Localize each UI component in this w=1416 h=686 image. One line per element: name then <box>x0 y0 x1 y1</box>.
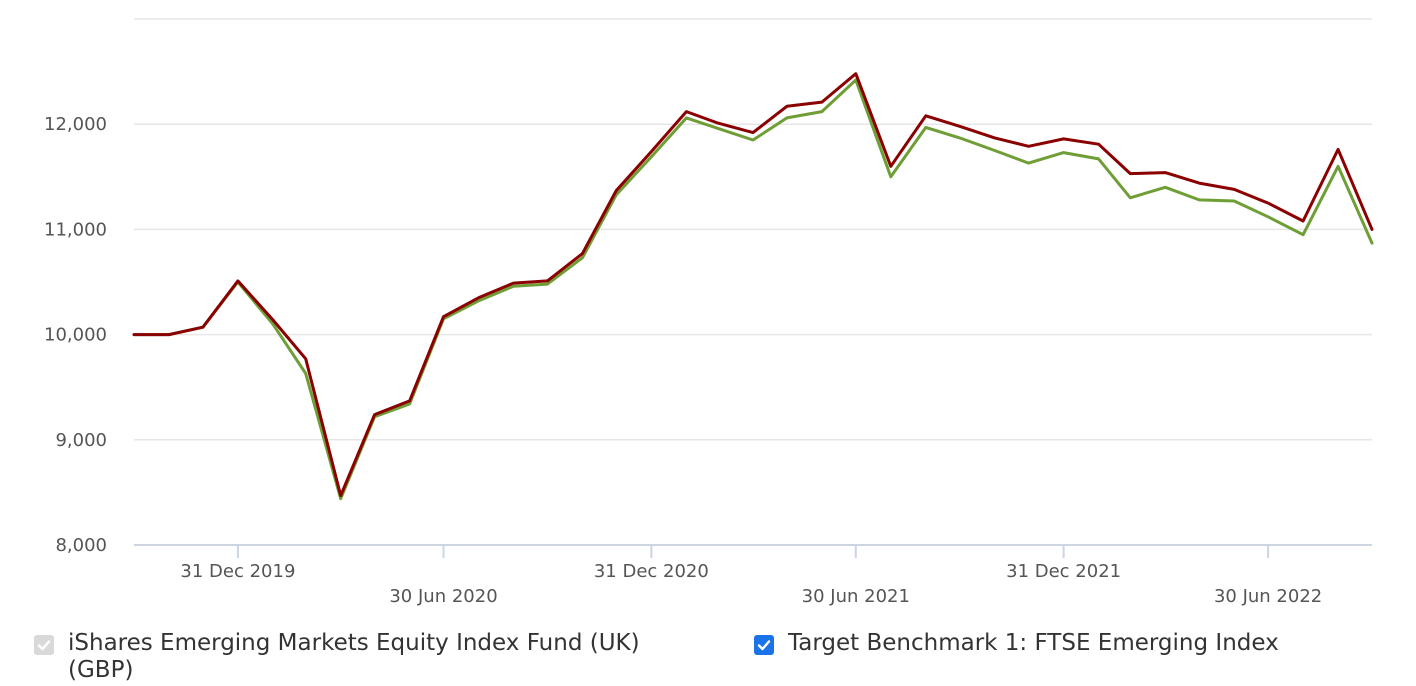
series-lines <box>132 72 1374 501</box>
legend-item-fund[interactable]: iShares Emerging Markets Equity Index Fu… <box>34 630 674 684</box>
fund-checkbox[interactable] <box>34 635 54 655</box>
x-tick-label: 30 Jun 2021 <box>802 586 910 607</box>
x-tick-label: 30 Jun 2022 <box>1214 586 1322 607</box>
x-tick-label: 31 Dec 2020 <box>594 561 709 582</box>
series-line-2 <box>132 78 1374 501</box>
y-tick-label: 9,000 <box>55 430 107 451</box>
legend: iShares Emerging Markets Equity Index Fu… <box>34 630 1394 686</box>
y-axis-labels: 8,000 9,000 10,000 11,000 12,000 <box>44 114 107 556</box>
x-tick-label: 31 Dec 2019 <box>180 561 295 582</box>
x-tick-label: 31 Dec 2021 <box>1006 561 1121 582</box>
benchmark-checkbox[interactable] <box>754 635 774 655</box>
y-tick-label: 12,000 <box>44 114 107 135</box>
checkmark-icon <box>757 640 771 651</box>
checkmark-icon <box>37 640 51 651</box>
legend-item-benchmark[interactable]: Target Benchmark 1: FTSE Emerging Index <box>754 630 1394 657</box>
y-tick-label: 11,000 <box>44 219 107 240</box>
y-tick-label: 8,000 <box>55 535 107 556</box>
fund-legend-label: iShares Emerging Markets Equity Index Fu… <box>68 630 640 683</box>
grid-lines <box>134 18 1372 441</box>
y-tick-label: 10,000 <box>44 325 107 346</box>
x-tick-label: 30 Jun 2020 <box>389 586 497 607</box>
x-axis: 31 Dec 2019 30 Jun 2020 31 Dec 2020 30 Jun … <box>134 544 1372 607</box>
line-chart: 8,000 9,000 10,000 11,000 12,000 31 Dec 2019… <box>44 18 1374 607</box>
series-line-1 <box>132 72 1374 498</box>
benchmark-legend-label: Target Benchmark 1: FTSE Emerging Index <box>788 630 1279 656</box>
